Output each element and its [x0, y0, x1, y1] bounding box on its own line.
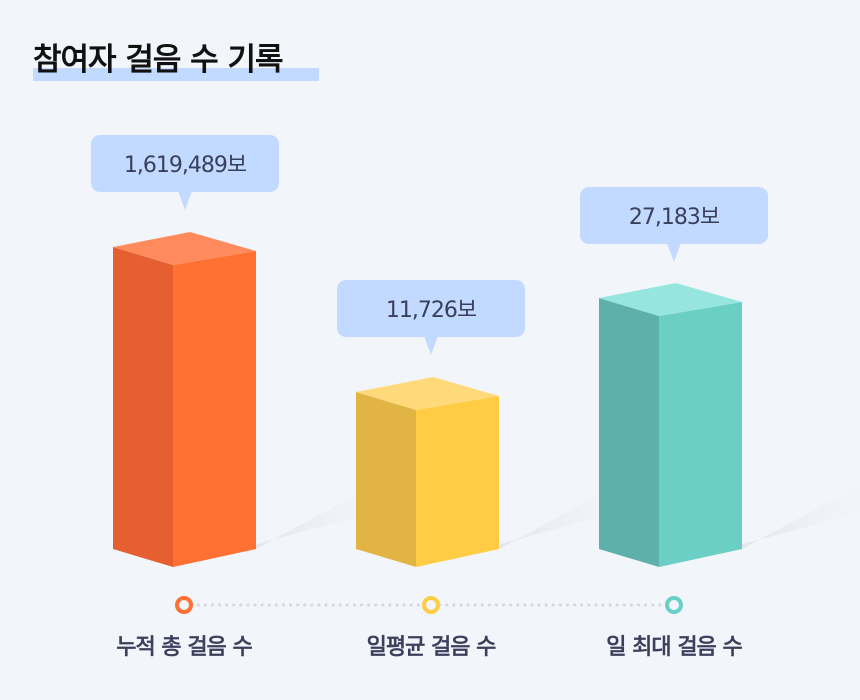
bar-top-face — [599, 283, 742, 316]
bar-right-face — [416, 396, 499, 567]
bubble-tail — [178, 191, 192, 210]
category-marker-icon — [175, 596, 193, 614]
chart-title: 참여자 걸음 수 기록 — [33, 42, 284, 78]
category-marker-icon — [422, 596, 440, 614]
chart-title-wrap: 참여자 걸음 수 기록 — [33, 34, 319, 81]
data-label-bubble — [91, 135, 279, 192]
data-label-bubble — [580, 187, 768, 244]
data-label: 27,183보 — [629, 205, 720, 230]
data-label-bubble — [337, 280, 525, 337]
bubble-tail — [424, 336, 438, 355]
bar-top-face — [356, 377, 499, 410]
bubble-tail — [667, 243, 681, 262]
bar-right-face — [173, 251, 256, 567]
data-label: 11,726보 — [386, 298, 477, 323]
bar-left-face — [356, 392, 416, 567]
bar-right-face — [659, 302, 742, 567]
category-label: 누적 총 걸음 수 — [116, 635, 252, 660]
data-label: 1,619,489보 — [124, 153, 247, 178]
category-marker-icon — [665, 596, 683, 614]
title-highlight — [33, 68, 319, 81]
bar-top-face — [113, 232, 256, 265]
bar-left-face — [113, 247, 173, 567]
bar-left-face — [599, 298, 659, 567]
category-label: 일평균 걸음 수 — [367, 635, 497, 660]
category-label: 일 최대 걸음 수 — [606, 635, 742, 660]
